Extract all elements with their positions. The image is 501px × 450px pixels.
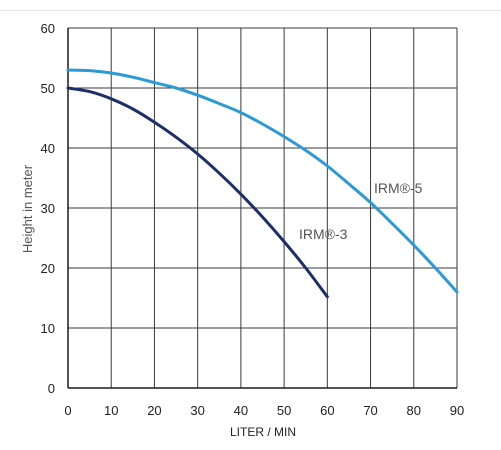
- y-tick-label: 50: [41, 81, 55, 96]
- x-axis-label: LITER / MIN: [230, 425, 296, 439]
- x-tick-label: 90: [450, 403, 464, 418]
- x-tick-label: 60: [320, 403, 334, 418]
- grid: [68, 27, 458, 388]
- series-line-irm5: [66, 68, 459, 294]
- y-tick-label: 30: [41, 201, 55, 216]
- top-divider: [0, 10, 501, 11]
- tick-labels: 0 10 20 30 40 50 60 70 80 90 0 10 20 30 40 50 60: [41, 21, 465, 418]
- series-label-irm3: IRM®-3: [299, 226, 348, 242]
- y-tick-label: 60: [41, 21, 55, 36]
- y-tick-label: 20: [41, 261, 55, 276]
- x-tick-label: 0: [64, 403, 71, 418]
- y-axis-label: Height in meter: [20, 164, 35, 253]
- series-layer: [66, 68, 459, 299]
- x-tick-label: 70: [363, 403, 377, 418]
- x-tick-label: 10: [104, 403, 118, 418]
- series-label-irm5: IRM®-5: [374, 180, 423, 196]
- y-tick-label: 10: [41, 321, 55, 336]
- x-tick-label: 40: [234, 403, 248, 418]
- x-tick-label: 50: [277, 403, 291, 418]
- x-tick-label: 20: [147, 403, 161, 418]
- x-tick-label: 80: [407, 403, 421, 418]
- y-tick-label: 0: [48, 381, 55, 396]
- x-tick-label: 30: [190, 403, 204, 418]
- series-line-irm3: [66, 86, 329, 299]
- y-tick-label: 40: [41, 141, 55, 156]
